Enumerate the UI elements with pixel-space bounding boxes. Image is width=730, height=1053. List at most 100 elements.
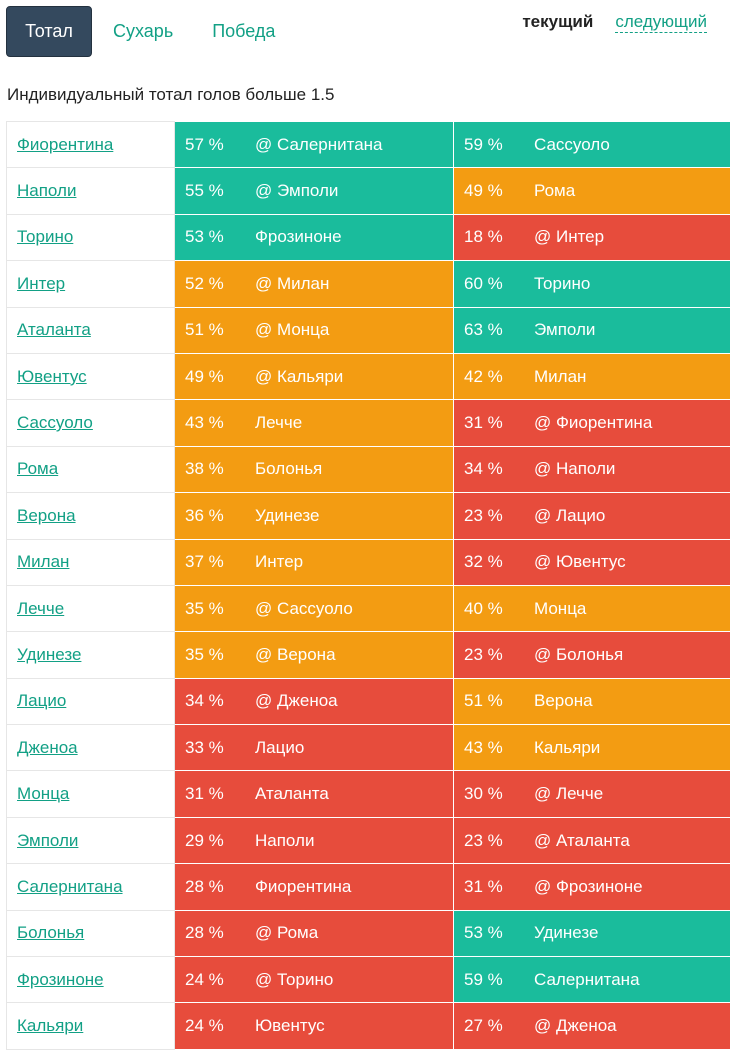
current-round-cell: 28 % @ Рома xyxy=(174,909,454,958)
current-opponent: @ Салернитана xyxy=(255,134,383,154)
round-next-toggle[interactable]: следующий xyxy=(615,12,707,33)
team-cell: Наполи xyxy=(6,167,175,215)
next-opponent: Монца xyxy=(534,598,587,618)
team-link[interactable]: Эмполи xyxy=(17,830,79,850)
team-link[interactable]: Торино xyxy=(17,227,74,247)
next-opponent: Верона xyxy=(534,691,593,711)
tab-clean-sheet[interactable]: Сухарь xyxy=(113,21,174,41)
current-opponent: @ Монца xyxy=(255,320,330,340)
current-percent: 49 % xyxy=(185,366,224,386)
current-opponent: @ Торино xyxy=(255,969,334,989)
team-link[interactable]: Салернитана xyxy=(17,876,123,896)
next-percent: 32 % xyxy=(464,552,503,572)
next-round-cell: 27 % @ Дженоа xyxy=(453,1002,730,1050)
team-cell: Верона xyxy=(6,492,175,540)
next-opponent: Сассуоло xyxy=(534,134,610,154)
next-round-cell: 32 % @ Ювентус xyxy=(453,538,730,586)
table-row: Лацио 34 % @ Дженоа 51 % Верона xyxy=(6,677,730,726)
next-opponent: Эмполи xyxy=(534,320,596,340)
current-percent: 31 % xyxy=(185,784,224,804)
team-cell: Лечче xyxy=(6,584,175,633)
next-percent: 23 % xyxy=(464,830,503,850)
next-percent: 59 % xyxy=(464,969,503,989)
current-opponent: @ Рома xyxy=(255,923,319,943)
team-link[interactable]: Удинезе xyxy=(17,644,82,664)
next-round-cell: 23 % @ Болонья xyxy=(453,631,730,679)
round-current-toggle[interactable]: текущий xyxy=(522,12,594,31)
table-row: Торино 53 % Фрозиноне 18 % @ Интер xyxy=(6,213,730,262)
next-percent: 59 % xyxy=(464,134,503,154)
team-cell: Милан xyxy=(6,538,175,586)
next-opponent: @ Интер xyxy=(534,227,605,247)
current-round-cell: 49 % @ Кальяри xyxy=(174,352,454,401)
next-opponent: @ Наполи xyxy=(534,459,616,479)
team-link[interactable]: Фрозиноне xyxy=(17,969,104,989)
next-percent: 43 % xyxy=(464,737,503,757)
next-percent: 18 % xyxy=(464,227,503,247)
current-opponent: Лечче xyxy=(255,413,303,433)
table-row: Болонья 28 % @ Рома 53 % Удинезе xyxy=(6,909,730,958)
next-opponent: Салернитана xyxy=(534,969,640,989)
next-round-cell: 31 % @ Фрозиноне xyxy=(453,863,730,911)
tab-win[interactable]: Победа xyxy=(212,21,276,41)
current-opponent: Ювентус xyxy=(255,1016,325,1036)
team-link[interactable]: Милан xyxy=(17,552,70,572)
team-link[interactable]: Лацио xyxy=(17,691,67,711)
table-row: Сассуоло 43 % Лечче 31 % @ Фиорентина xyxy=(6,399,730,447)
team-link[interactable]: Ювентус xyxy=(17,366,87,386)
current-opponent: Лацио xyxy=(255,737,305,757)
team-link[interactable]: Кальяри xyxy=(17,1016,84,1036)
current-round-cell: 52 % @ Милан xyxy=(174,260,454,308)
next-opponent: Удинезе xyxy=(534,923,599,943)
next-round-cell: 43 % Кальяри xyxy=(453,724,730,772)
team-cell: Лацио xyxy=(6,677,175,726)
team-link[interactable]: Дженоа xyxy=(17,737,78,757)
next-percent: 51 % xyxy=(464,691,503,711)
current-round-cell: 33 % Лацио xyxy=(174,724,454,772)
team-link[interactable]: Фиорентина xyxy=(17,134,114,154)
current-opponent: @ Верона xyxy=(255,644,336,664)
current-round-cell: 37 % Интер xyxy=(174,538,454,586)
current-percent: 53 % xyxy=(185,227,224,247)
team-link[interactable]: Монца xyxy=(17,784,70,804)
team-cell: Эмполи xyxy=(6,816,175,865)
team-cell: Аталанта xyxy=(6,306,175,354)
team-link[interactable]: Наполи xyxy=(17,181,77,201)
team-link[interactable]: Сассуоло xyxy=(17,413,93,433)
table-row: Салернитана 28 % Фиорентина 31 % @ Фрозино… xyxy=(6,863,730,911)
current-opponent: Фиорентина xyxy=(255,876,352,896)
team-cell: Салернитана xyxy=(6,863,175,911)
team-link[interactable]: Рома xyxy=(17,459,59,479)
team-link[interactable]: Аталанта xyxy=(17,320,91,340)
table-row: Эмполи 29 % Наполи 23 % @ Аталанта xyxy=(6,816,730,865)
team-cell: Монца xyxy=(6,770,175,818)
current-opponent: @ Сассуоло xyxy=(255,598,353,618)
next-round-cell: 59 % Салернитана xyxy=(453,956,730,1004)
next-round-cell: 31 % @ Фиорентина xyxy=(453,399,730,447)
team-link[interactable]: Верона xyxy=(17,505,76,525)
current-opponent: @ Милан xyxy=(255,273,330,293)
team-cell: Торино xyxy=(6,213,175,262)
team-link[interactable]: Интер xyxy=(17,273,66,293)
current-percent: 24 % xyxy=(185,969,224,989)
table-row: Кальяри 24 % Ювентус 27 % @ Дженоа xyxy=(6,1002,730,1050)
next-percent: 23 % xyxy=(464,505,503,525)
tab-total[interactable]: Тотал xyxy=(6,6,92,57)
next-round-cell: 53 % Удинезе xyxy=(453,909,730,958)
team-cell: Интер xyxy=(6,260,175,308)
next-percent: 23 % xyxy=(464,644,503,664)
current-round-cell: 53 % Фрозиноне xyxy=(174,213,454,262)
team-cell: Болонья xyxy=(6,909,175,958)
team-cell: Рома xyxy=(6,445,175,494)
team-link[interactable]: Болонья xyxy=(17,923,85,943)
current-percent: 43 % xyxy=(185,413,224,433)
current-percent: 35 % xyxy=(185,644,224,664)
stats-table-wrap: Фиорентина 57 % @ Салернитана 59 % Сассуол… xyxy=(6,120,730,1050)
current-opponent: Интер xyxy=(255,552,304,572)
next-round-cell: 49 % Рома xyxy=(453,167,730,215)
next-round-cell: 30 % @ Лечче xyxy=(453,770,730,818)
team-link[interactable]: Лечче xyxy=(17,598,65,618)
table-row: Аталанта 51 % @ Монца 63 % Эмполи xyxy=(6,306,730,354)
team-cell: Дженоа xyxy=(6,724,175,772)
current-percent: 33 % xyxy=(185,737,224,757)
